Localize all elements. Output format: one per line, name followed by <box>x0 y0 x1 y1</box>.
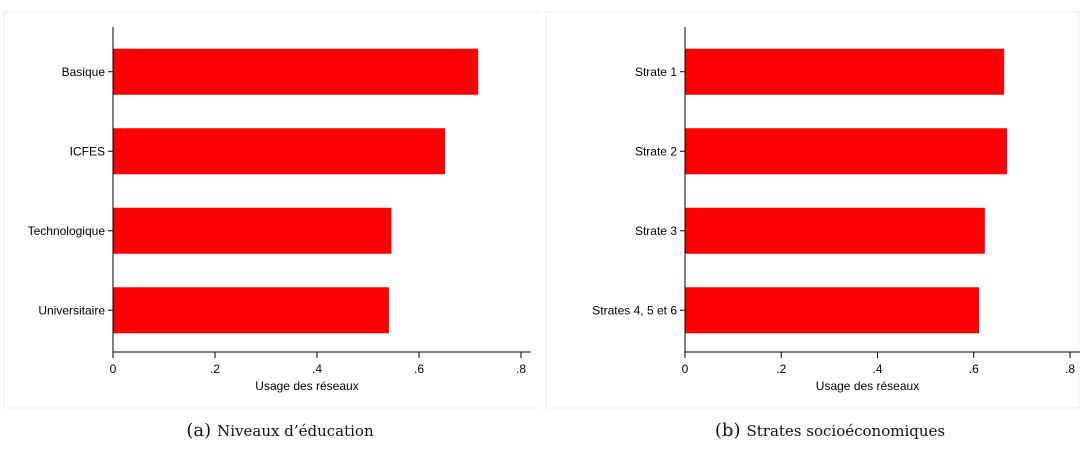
chart-panel-a: Basique ICFES Technologique Universitaire 0.… <box>0 0 540 410</box>
chart-b-svg: Strate 1 Strate 2 Strate 3 Strates 4, 5 et … <box>545 11 1080 409</box>
x-tick-label-0: 0 <box>110 362 117 376</box>
x-axis-label: Usage des réseaux <box>816 379 919 393</box>
plot-frame <box>3 11 540 409</box>
caption-a-label: (a) <box>186 420 212 441</box>
x-tick-label-1: .2 <box>776 362 786 376</box>
x-tick-label-1: .2 <box>210 362 220 376</box>
category-label-0: Basique <box>62 65 106 79</box>
x-tick-label-3: .6 <box>414 362 424 376</box>
category-label-2: Strate 3 <box>635 224 677 238</box>
bar-3 <box>685 287 980 334</box>
chart-a-svg: Basique ICFES Technologique Universitaire 0.… <box>3 11 540 409</box>
x-axis-label: Usage des réseaux <box>255 379 358 393</box>
bar-2 <box>113 207 392 254</box>
caption-b: (b) Strates socioéconomiques <box>650 420 1010 441</box>
caption-a: (a) Niveaux d’éducation <box>110 420 450 441</box>
x-tick-label-4: .8 <box>1065 362 1075 376</box>
category-label-2: Technologique <box>28 224 106 238</box>
bar-1 <box>685 128 1007 175</box>
bar-3 <box>113 287 389 334</box>
x-tick-label-4: .8 <box>516 362 526 376</box>
bar-0 <box>685 48 1005 95</box>
x-tick-label-0: 0 <box>682 362 689 376</box>
x-tick-label-3: .6 <box>969 362 979 376</box>
category-label-3: Universitaire <box>38 303 105 317</box>
category-label-1: Strate 2 <box>635 144 677 158</box>
x-tick-label-2: .4 <box>872 362 882 376</box>
caption-a-text: Niveaux d’éducation <box>217 422 374 440</box>
bar-0 <box>113 48 479 95</box>
category-label-0: Strate 1 <box>635 65 677 79</box>
category-label-3: Strates 4, 5 et 6 <box>592 303 677 317</box>
bar-2 <box>685 207 985 254</box>
plot-frame <box>545 11 1080 409</box>
caption-b-text: Strates socioéconomiques <box>746 422 946 440</box>
category-label-1: ICFES <box>70 144 105 158</box>
x-tick-label-2: .4 <box>312 362 322 376</box>
chart-panel-b: Strate 1 Strate 2 Strate 3 Strates 4, 5 et … <box>545 0 1081 410</box>
bar-1 <box>113 128 445 175</box>
caption-b-label: (b) <box>714 420 741 441</box>
